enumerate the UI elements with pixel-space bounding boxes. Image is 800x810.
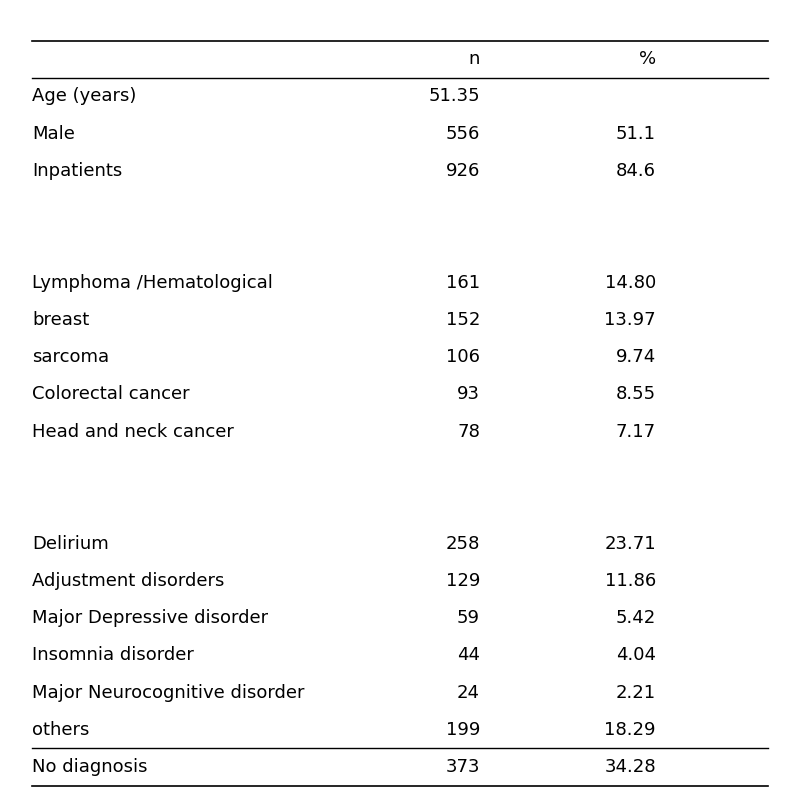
Text: 129: 129 [446, 572, 480, 590]
Text: breast: breast [32, 311, 90, 329]
Text: 258: 258 [446, 535, 480, 552]
Text: 18.29: 18.29 [605, 721, 656, 739]
Text: Major Neurocognitive disorder: Major Neurocognitive disorder [32, 684, 305, 701]
Text: 78: 78 [457, 423, 480, 441]
Text: 13.97: 13.97 [604, 311, 656, 329]
Text: 84.6: 84.6 [616, 162, 656, 180]
Text: 93: 93 [457, 386, 480, 403]
Text: 7.17: 7.17 [616, 423, 656, 441]
Text: 926: 926 [446, 162, 480, 180]
Text: 24: 24 [457, 684, 480, 701]
Text: 106: 106 [446, 348, 480, 366]
Text: 161: 161 [446, 274, 480, 292]
Text: Male: Male [32, 125, 75, 143]
Text: n: n [469, 50, 480, 68]
Text: 5.42: 5.42 [616, 609, 656, 627]
Text: others: others [32, 721, 90, 739]
Text: Lymphoma /Hematological: Lymphoma /Hematological [32, 274, 273, 292]
Text: 51.35: 51.35 [428, 87, 480, 105]
Text: 44: 44 [457, 646, 480, 664]
Text: 199: 199 [446, 721, 480, 739]
Text: 373: 373 [446, 758, 480, 776]
Text: %: % [639, 50, 656, 68]
Text: 8.55: 8.55 [616, 386, 656, 403]
Text: Colorectal cancer: Colorectal cancer [32, 386, 190, 403]
Text: 152: 152 [446, 311, 480, 329]
Text: 51.1: 51.1 [616, 125, 656, 143]
Text: Adjustment disorders: Adjustment disorders [32, 572, 224, 590]
Text: Age (years): Age (years) [32, 87, 136, 105]
Text: 4.04: 4.04 [616, 646, 656, 664]
Text: 23.71: 23.71 [604, 535, 656, 552]
Text: 14.80: 14.80 [605, 274, 656, 292]
Text: Delirium: Delirium [32, 535, 109, 552]
Text: 9.74: 9.74 [616, 348, 656, 366]
Text: 2.21: 2.21 [616, 684, 656, 701]
Text: sarcoma: sarcoma [32, 348, 109, 366]
Text: Insomnia disorder: Insomnia disorder [32, 646, 194, 664]
Text: Head and neck cancer: Head and neck cancer [32, 423, 234, 441]
Text: 34.28: 34.28 [604, 758, 656, 776]
Text: 11.86: 11.86 [605, 572, 656, 590]
Text: Inpatients: Inpatients [32, 162, 122, 180]
Text: 556: 556 [446, 125, 480, 143]
Text: No diagnosis: No diagnosis [32, 758, 147, 776]
Text: Major Depressive disorder: Major Depressive disorder [32, 609, 268, 627]
Text: 59: 59 [457, 609, 480, 627]
